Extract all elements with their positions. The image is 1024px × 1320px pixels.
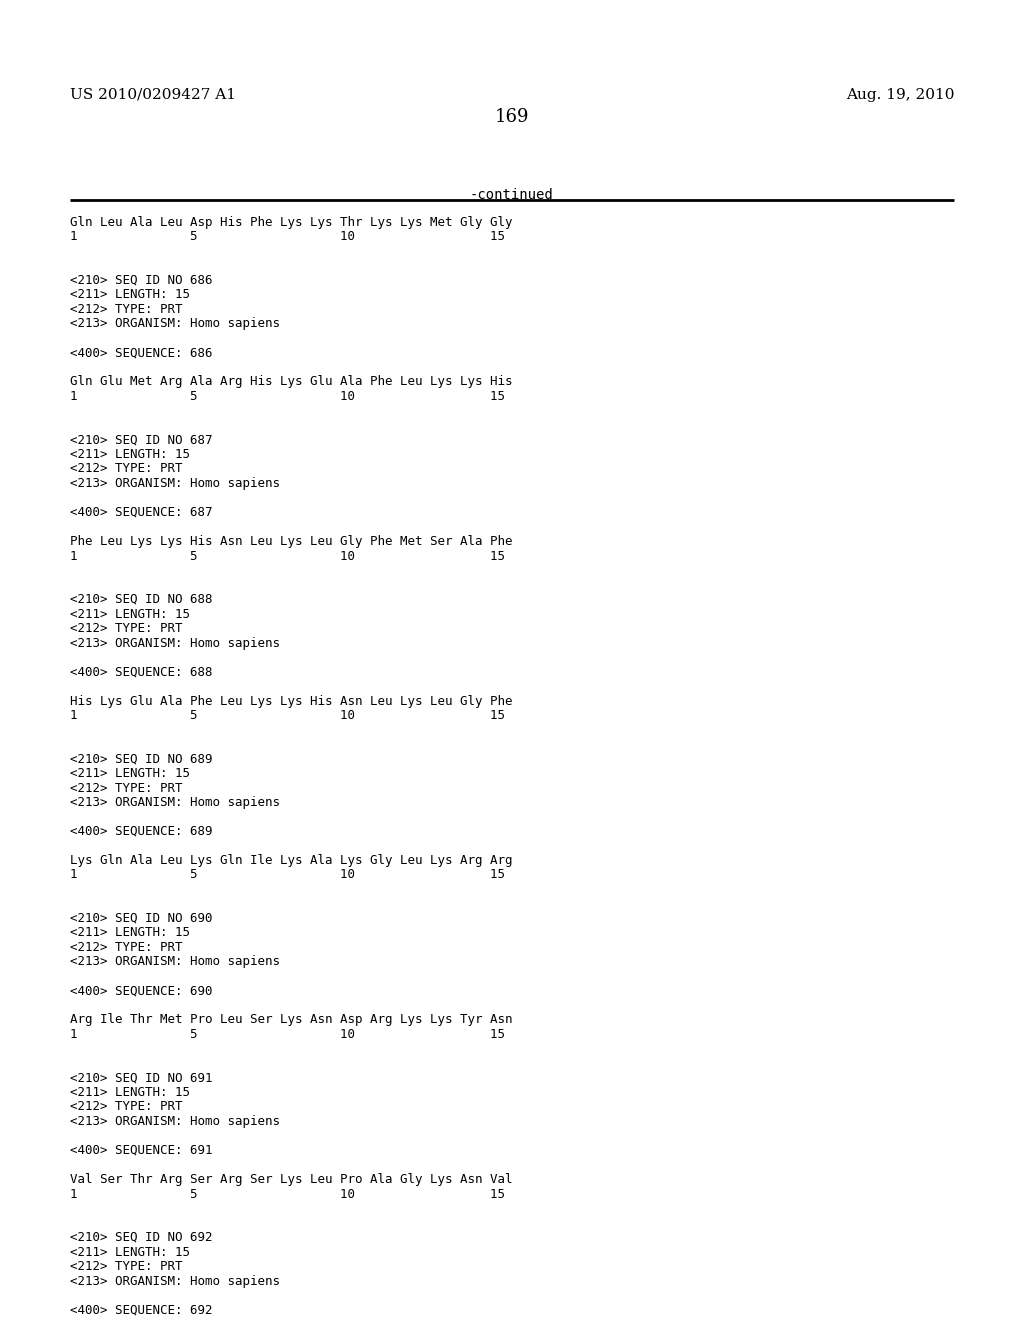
Text: 1               5                   10                  15: 1 5 10 15 — [70, 709, 505, 722]
Text: <211> LENGTH: 15: <211> LENGTH: 15 — [70, 447, 189, 461]
Text: <212> TYPE: PRT: <212> TYPE: PRT — [70, 781, 182, 795]
Text: Val Ser Thr Arg Ser Arg Ser Lys Leu Pro Ala Gly Lys Asn Val: Val Ser Thr Arg Ser Arg Ser Lys Leu Pro … — [70, 1173, 512, 1185]
Text: <211> LENGTH: 15: <211> LENGTH: 15 — [70, 767, 189, 780]
Text: <211> LENGTH: 15: <211> LENGTH: 15 — [70, 607, 189, 620]
Text: <400> SEQUENCE: 688: <400> SEQUENCE: 688 — [70, 665, 212, 678]
Text: <212> TYPE: PRT: <212> TYPE: PRT — [70, 941, 182, 954]
Text: <210> SEQ ID NO 692: <210> SEQ ID NO 692 — [70, 1232, 212, 1243]
Text: <212> TYPE: PRT: <212> TYPE: PRT — [70, 1101, 182, 1114]
Text: 169: 169 — [495, 108, 529, 125]
Text: <400> SEQUENCE: 690: <400> SEQUENCE: 690 — [70, 985, 212, 998]
Text: <210> SEQ ID NO 689: <210> SEQ ID NO 689 — [70, 752, 212, 766]
Text: <400> SEQUENCE: 691: <400> SEQUENCE: 691 — [70, 1144, 212, 1158]
Text: <400> SEQUENCE: 686: <400> SEQUENCE: 686 — [70, 346, 212, 359]
Text: <213> ORGANISM: Homo sapiens: <213> ORGANISM: Homo sapiens — [70, 1275, 280, 1287]
Text: <400> SEQUENCE: 687: <400> SEQUENCE: 687 — [70, 506, 212, 519]
Text: 1               5                   10                  15: 1 5 10 15 — [70, 389, 505, 403]
Text: <213> ORGANISM: Homo sapiens: <213> ORGANISM: Homo sapiens — [70, 636, 280, 649]
Text: <213> ORGANISM: Homo sapiens: <213> ORGANISM: Homo sapiens — [70, 318, 280, 330]
Text: Arg Ile Thr Met Pro Leu Ser Lys Asn Asp Arg Lys Lys Tyr Asn: Arg Ile Thr Met Pro Leu Ser Lys Asn Asp … — [70, 1014, 512, 1027]
Text: <212> TYPE: PRT: <212> TYPE: PRT — [70, 1261, 182, 1272]
Text: Lys Gln Ala Leu Lys Gln Ile Lys Ala Lys Gly Leu Lys Arg Arg: Lys Gln Ala Leu Lys Gln Ile Lys Ala Lys … — [70, 854, 512, 867]
Text: <213> ORGANISM: Homo sapiens: <213> ORGANISM: Homo sapiens — [70, 477, 280, 490]
Text: <210> SEQ ID NO 686: <210> SEQ ID NO 686 — [70, 275, 212, 286]
Text: <212> TYPE: PRT: <212> TYPE: PRT — [70, 622, 182, 635]
Text: -continued: -continued — [470, 187, 554, 202]
Text: 1               5                   10                  15: 1 5 10 15 — [70, 869, 505, 882]
Text: 1               5                   10                  15: 1 5 10 15 — [70, 1188, 505, 1200]
Text: 1               5                   10                  15: 1 5 10 15 — [70, 549, 505, 562]
Text: Gln Leu Ala Leu Asp His Phe Lys Lys Thr Lys Lys Met Gly Gly: Gln Leu Ala Leu Asp His Phe Lys Lys Thr … — [70, 216, 512, 228]
Text: <400> SEQUENCE: 689: <400> SEQUENCE: 689 — [70, 825, 212, 838]
Text: <211> LENGTH: 15: <211> LENGTH: 15 — [70, 1086, 189, 1100]
Text: <210> SEQ ID NO 691: <210> SEQ ID NO 691 — [70, 1072, 212, 1085]
Text: His Lys Glu Ala Phe Leu Lys Lys His Asn Leu Lys Leu Gly Phe: His Lys Glu Ala Phe Leu Lys Lys His Asn … — [70, 694, 512, 708]
Text: <212> TYPE: PRT: <212> TYPE: PRT — [70, 304, 182, 315]
Text: Phe Leu Lys Lys His Asn Leu Lys Leu Gly Phe Met Ser Ala Phe: Phe Leu Lys Lys His Asn Leu Lys Leu Gly … — [70, 535, 512, 548]
Text: <400> SEQUENCE: 692: <400> SEQUENCE: 692 — [70, 1304, 212, 1316]
Text: Aug. 19, 2010: Aug. 19, 2010 — [846, 88, 954, 102]
Text: 1               5                   10                  15: 1 5 10 15 — [70, 1028, 505, 1041]
Text: <213> ORGANISM: Homo sapiens: <213> ORGANISM: Homo sapiens — [70, 1115, 280, 1129]
Text: <210> SEQ ID NO 688: <210> SEQ ID NO 688 — [70, 593, 212, 606]
Text: Gln Glu Met Arg Ala Arg His Lys Glu Ala Phe Leu Lys Lys His: Gln Glu Met Arg Ala Arg His Lys Glu Ala … — [70, 375, 512, 388]
Text: <210> SEQ ID NO 690: <210> SEQ ID NO 690 — [70, 912, 212, 925]
Text: <211> LENGTH: 15: <211> LENGTH: 15 — [70, 1246, 189, 1258]
Text: <210> SEQ ID NO 687: <210> SEQ ID NO 687 — [70, 433, 212, 446]
Text: US 2010/0209427 A1: US 2010/0209427 A1 — [70, 88, 236, 102]
Text: 1               5                   10                  15: 1 5 10 15 — [70, 231, 505, 243]
Text: <211> LENGTH: 15: <211> LENGTH: 15 — [70, 289, 189, 301]
Text: <212> TYPE: PRT: <212> TYPE: PRT — [70, 462, 182, 475]
Text: <213> ORGANISM: Homo sapiens: <213> ORGANISM: Homo sapiens — [70, 956, 280, 969]
Text: <213> ORGANISM: Homo sapiens: <213> ORGANISM: Homo sapiens — [70, 796, 280, 809]
Text: <211> LENGTH: 15: <211> LENGTH: 15 — [70, 927, 189, 940]
